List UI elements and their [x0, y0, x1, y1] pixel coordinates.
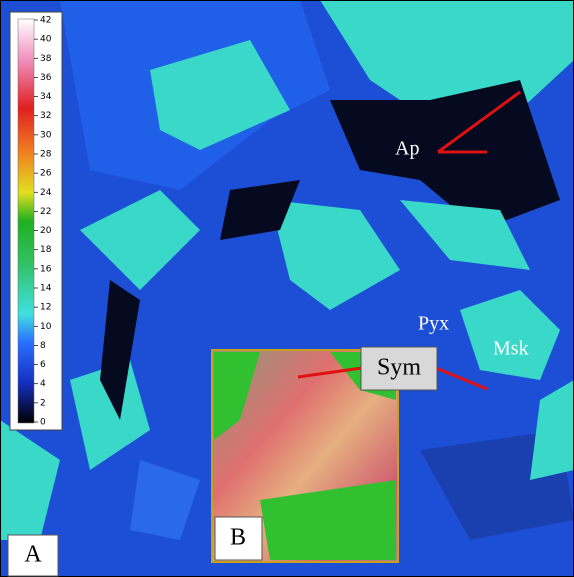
tick-label: 22: [40, 207, 51, 217]
tick-label: 28: [40, 150, 52, 160]
label-panel-a: A: [24, 542, 42, 568]
tick-label: 40: [40, 35, 52, 45]
tick-label: 32: [40, 111, 51, 121]
tick-label: 0: [40, 418, 46, 428]
figure: Ap Pyx Msk Sym B A 024681012141618202224…: [0, 0, 574, 577]
tick-label: 18: [40, 245, 52, 255]
tick-label: 34: [40, 92, 52, 102]
tick-label: 6: [40, 360, 46, 370]
tick-label: 16: [40, 264, 52, 274]
label-panel-b: B: [230, 525, 246, 551]
tick-label: 30: [40, 130, 52, 140]
tick-label: 36: [40, 73, 52, 83]
tick-label: 20: [40, 226, 52, 236]
tick-label: 24: [40, 188, 52, 198]
tick-label: 26: [40, 169, 52, 179]
label-sym: Sym: [377, 355, 421, 381]
tick-label: 8: [40, 341, 46, 351]
colorbar: [10, 12, 62, 430]
tick-label: 10: [40, 322, 52, 332]
colorbar-ramp: [18, 19, 34, 423]
tick-label: 38: [40, 54, 52, 64]
tick-label: 14: [40, 284, 52, 294]
label-pyx: Pyx: [418, 313, 449, 335]
tick-label: 2: [40, 398, 46, 408]
tick-label: 4: [40, 379, 46, 389]
tick-label: 12: [40, 303, 51, 313]
label-ap: Ap: [395, 138, 419, 160]
label-msk: Msk: [493, 338, 529, 360]
tick-label: 42: [40, 16, 51, 26]
